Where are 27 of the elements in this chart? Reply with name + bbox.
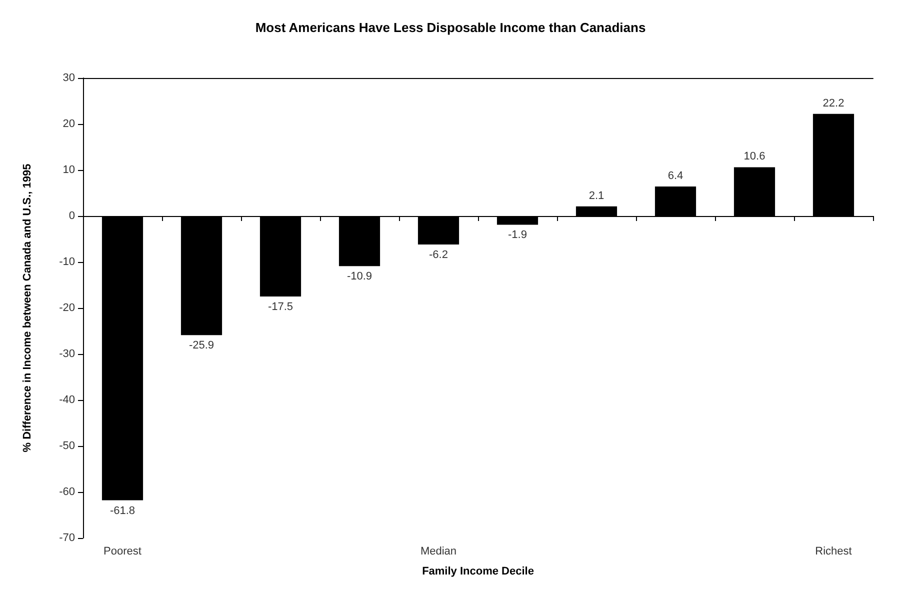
y-tick-label: -20 (59, 302, 75, 314)
data-label: 6.4 (668, 170, 684, 182)
data-label: 2.1 (588, 190, 604, 202)
data-label: -1.9 (508, 229, 527, 242)
y-tick-label: -40 (59, 394, 75, 406)
y-tick-label: 10 (62, 164, 75, 176)
y-tick-label: -50 (59, 440, 75, 452)
y-tick-label: -30 (59, 348, 75, 360)
y-tick-label: -70 (59, 532, 75, 544)
data-label: 10.6 (744, 150, 766, 163)
x-axis-title: Family Income Decile (422, 566, 534, 578)
data-label: -17.5 (268, 301, 294, 313)
y-axis-title: % Difference in Income between Canada and U.S., 1995 (22, 164, 34, 452)
x-tick-label: Richest (815, 546, 852, 558)
y-tick-label: 0 (68, 210, 75, 222)
chart-title: Most Americans Have Less Disposable Income than Canadians (255, 20, 646, 35)
data-label: -6.2 (429, 249, 448, 262)
data-label: -25.9 (188, 340, 214, 352)
y-tick-label: 20 (62, 118, 75, 130)
x-tick-label: Poorest (104, 546, 142, 558)
x-tick-label: Median (420, 546, 457, 558)
data-label: 22.2 (822, 97, 844, 110)
y-tick-label: 30 (62, 72, 75, 84)
y-tick-label: -10 (59, 256, 75, 268)
data-label: -61.8 (110, 504, 136, 517)
data-label: -10.9 (346, 270, 372, 283)
y-tick-label: -60 (59, 486, 75, 498)
